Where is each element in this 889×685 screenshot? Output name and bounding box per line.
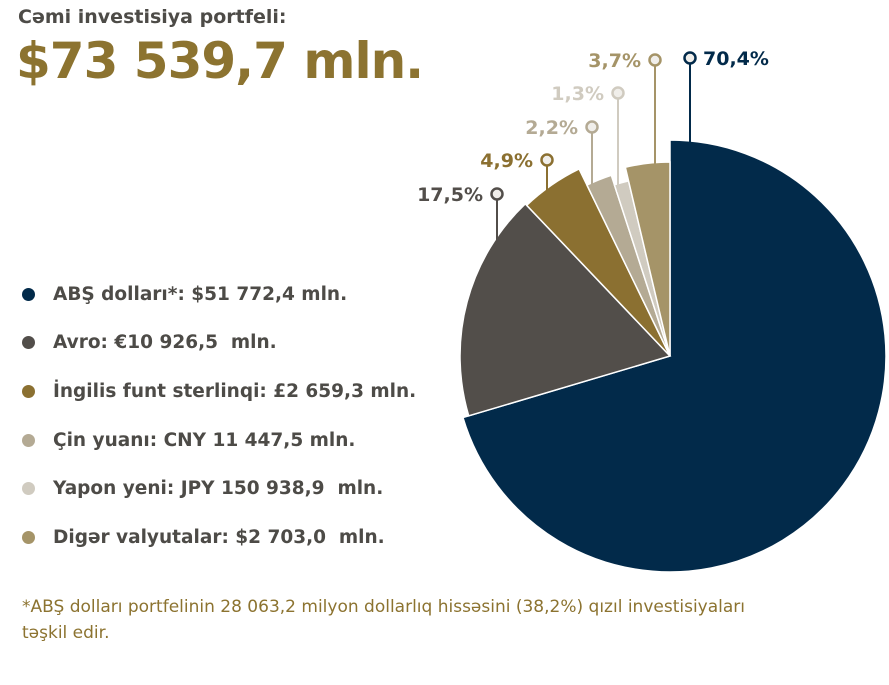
callout-marker: [540, 153, 554, 167]
legend-swatch: [22, 336, 35, 350]
callout-marker: [683, 51, 697, 65]
data-label: 3,7%: [588, 50, 641, 72]
legend-swatch: [22, 530, 35, 544]
legend-item: Yapon yeni: JPY 150 938,9 mln.: [22, 464, 416, 513]
pie-slice: [525, 167, 671, 357]
legend-item: Çin yuanı: CNY 11 447,5 mln.: [22, 416, 416, 465]
legend-label: İngilis funt sterlinqi: £2 659,3 mln.: [53, 380, 417, 402]
legend-label: Digər valyutalar: $2 703,0 mln.: [53, 526, 385, 548]
callout-marker: [648, 53, 662, 67]
legend-label: Yapon yeni: JPY 150 938,9 mln.: [53, 478, 384, 500]
footnote: *ABŞ dolları portfelinin 28 063,2 milyon…: [22, 597, 745, 643]
legend-label: Çin yuanı: CNY 11 447,5 mln.: [53, 429, 356, 451]
pie-slice: [462, 139, 887, 573]
pie-slice: [624, 161, 671, 357]
portfolio-total: $73 539,7 mln.: [16, 32, 424, 90]
legend-item: Digər valyutalar: $2 703,0 mln.: [22, 513, 416, 562]
legend-swatch: [22, 384, 35, 398]
legend: ABŞ dolları*: $51 772,4 mln. Avro: €10 92…: [22, 270, 416, 562]
pie-slice: [459, 202, 672, 417]
data-label: 70,4%: [703, 48, 769, 70]
legend-label: ABŞ dolları*: $51 772,4 mln.: [53, 283, 348, 305]
legend-swatch: [22, 433, 35, 447]
legend-item: Avro: €10 926,5 mln.: [22, 319, 416, 368]
legend-label: Avro: €10 926,5 mln.: [53, 332, 277, 354]
legend-swatch: [22, 287, 35, 301]
data-label: 4,9%: [480, 150, 533, 172]
legend-swatch: [22, 482, 35, 496]
pie-slice: [585, 174, 671, 357]
callout-marker: [585, 120, 599, 134]
callout-marker: [611, 86, 625, 100]
callout-marker: [490, 187, 504, 201]
data-label: 1,3%: [551, 83, 604, 105]
chart-title: Cəmi investisiya portfeli:: [18, 6, 287, 28]
data-label: 2,2%: [525, 117, 578, 139]
legend-item: ABŞ dolları*: $51 772,4 mln.: [22, 270, 416, 319]
legend-item: İngilis funt sterlinqi: £2 659,3 mln.: [22, 367, 416, 416]
data-label: 17,5%: [417, 184, 483, 206]
